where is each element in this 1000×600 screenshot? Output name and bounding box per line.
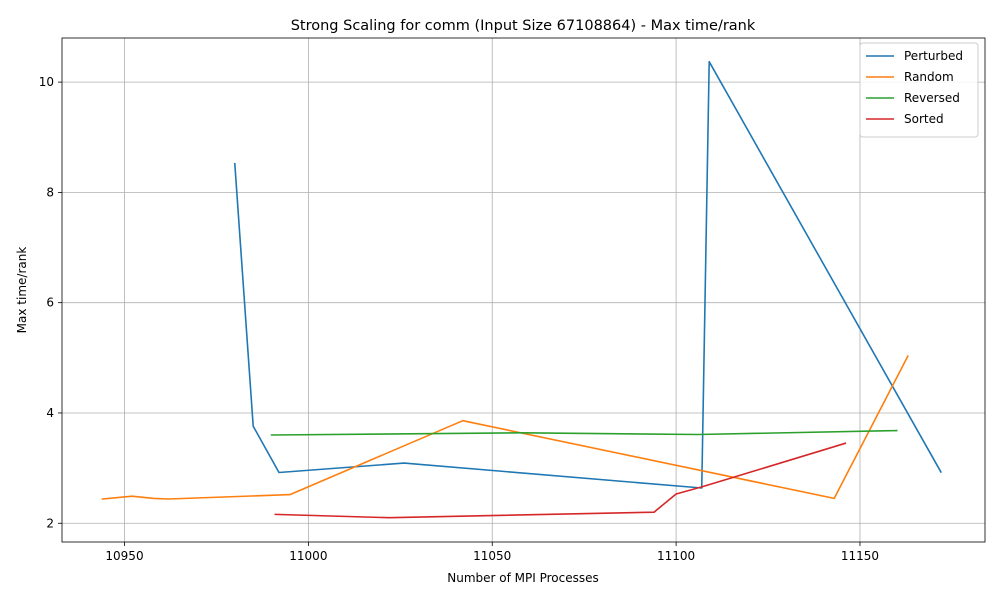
legend-label-reversed: Reversed bbox=[904, 91, 960, 105]
legend: Perturbed Random Reversed Sorted bbox=[859, 42, 979, 138]
y-axis: 2 4 6 8 10 bbox=[39, 75, 62, 530]
y-tick-label: 10 bbox=[39, 75, 54, 89]
x-tick-label: 11050 bbox=[473, 549, 511, 563]
y-tick-label: 8 bbox=[46, 185, 54, 199]
x-axis: 10950 11000 11050 11100 11150 bbox=[105, 542, 879, 563]
chart-title: Strong Scaling for comm (Input Size 6710… bbox=[291, 18, 756, 34]
legend-label-perturbed: Perturbed bbox=[904, 49, 963, 63]
series-line-random bbox=[101, 355, 909, 500]
y-tick-label: 6 bbox=[46, 296, 54, 310]
y-tick-label: 2 bbox=[46, 516, 54, 530]
series-line-sorted bbox=[274, 442, 847, 519]
legend-label-sorted: Sorted bbox=[904, 112, 944, 126]
series-line-perturbed bbox=[233, 60, 942, 489]
grid bbox=[62, 38, 985, 542]
plot-frame bbox=[61, 37, 986, 543]
x-tick-label: 11100 bbox=[657, 549, 695, 563]
x-tick-label: 10950 bbox=[105, 549, 143, 563]
x-axis-label: Number of MPI Processes bbox=[447, 571, 599, 585]
y-tick-label: 4 bbox=[46, 406, 54, 420]
legend-label-random: Random bbox=[904, 70, 954, 84]
series-line-reversed bbox=[270, 429, 898, 436]
series-lines bbox=[101, 60, 942, 519]
legend-box bbox=[859, 42, 979, 138]
x-tick-label: 11150 bbox=[841, 549, 879, 563]
x-tick-label: 11000 bbox=[289, 549, 327, 563]
y-axis-label: Max time/rank bbox=[15, 247, 29, 334]
